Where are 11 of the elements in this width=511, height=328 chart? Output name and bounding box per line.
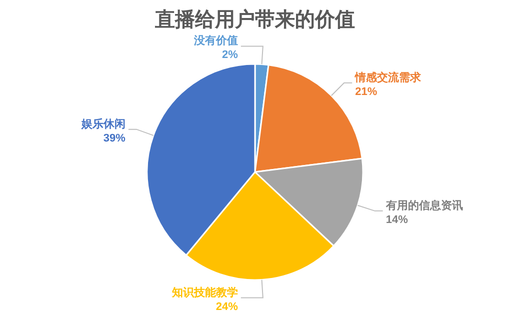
chart-title: 直播给用户带来的价值 [154, 8, 355, 31]
data-label: 24% [216, 300, 238, 313]
slice-label: 娱乐休闲 [80, 117, 126, 130]
data-label: 39% [103, 132, 126, 144]
slice-label: 情感交流需求 [354, 70, 422, 84]
data-label: 2% [222, 49, 238, 62]
data-label: 14% [386, 214, 408, 226]
slice-label: 没有价值 [192, 34, 238, 48]
slice-label: 知识技能教学 [170, 286, 238, 299]
slice-label: 有用的信息资讯 [384, 198, 463, 212]
data-label: 21% [355, 86, 378, 98]
